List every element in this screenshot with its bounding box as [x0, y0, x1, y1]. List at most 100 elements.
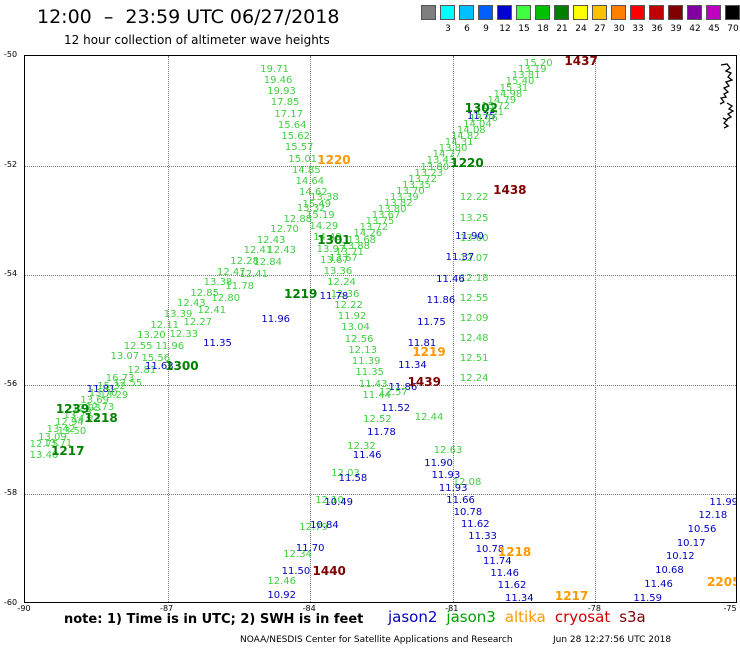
wave-height-value: 12.09	[459, 313, 489, 325]
wave-height-value: 13.75	[365, 216, 395, 228]
wave-height-value: 13.42	[46, 424, 76, 436]
wave-height-value: 10.78	[475, 543, 505, 555]
wave-height-value: 14.79	[487, 94, 517, 106]
scale-label: 3	[445, 24, 451, 34]
wave-height-value: 11.37	[445, 252, 475, 264]
wave-height-value: 13.46	[469, 112, 498, 124]
legend-entry: cryosat	[554, 608, 611, 626]
wave-height-value: 13.81	[511, 70, 541, 82]
wave-height-value: 13.80	[438, 143, 468, 155]
scale-label: 33	[632, 24, 644, 34]
wave-height-value: 11.96	[155, 341, 185, 353]
wave-height-value: 12.13	[348, 344, 377, 356]
wave-height-value: 13.88	[341, 240, 370, 252]
wave-height-value: 10.56	[687, 524, 717, 536]
pass-time-label: 1220	[450, 155, 484, 170]
wave-height-value: 14.98	[493, 88, 523, 100]
grid-line-lat	[25, 275, 736, 277]
scale-label: 45	[708, 24, 720, 34]
wave-height-value: 12.41	[239, 268, 269, 280]
scale-swatch	[478, 5, 493, 20]
wave-height-value: 13.70	[88, 387, 118, 399]
scale-swatch	[706, 5, 721, 20]
wave-height-value: 13.69	[80, 395, 110, 407]
wave-height-value: 11.58	[338, 473, 368, 485]
wave-height-value: 15.01	[288, 153, 318, 165]
wave-height-value: 16.73	[105, 373, 135, 385]
wave-height-value: 17.85	[270, 97, 300, 109]
wave-height-value: 13.82	[383, 198, 413, 210]
lat-tick-label: -56	[4, 378, 18, 388]
wave-height-value: 14.26	[353, 228, 383, 240]
wave-height-value: 11.93	[438, 482, 468, 494]
wave-height-value: 14.77	[432, 149, 462, 161]
wave-height-value: 12.22	[459, 192, 489, 204]
scale-swatch	[630, 5, 645, 20]
wave-height-value: 13.25	[459, 212, 489, 224]
scale-label: 42	[689, 24, 701, 34]
wave-height-value: 13.71	[335, 246, 364, 258]
pass-time-label: 1217	[554, 588, 589, 603]
scale-swatch	[459, 5, 474, 20]
pass-time-label: 1217	[51, 443, 85, 458]
satellite-legend: jason2 jason3 altika cryosat s3a	[388, 608, 655, 626]
wave-height-value: 12.44	[414, 411, 444, 423]
wave-height-value: 12.41	[243, 245, 273, 257]
pass-time-label: 1301	[317, 232, 351, 247]
map-plot-area: 11.75 19.71 19.46 19.93 17.85 17.17 15.64 15.62…	[24, 55, 737, 603]
wave-height-value: 13.97	[316, 243, 346, 255]
wave-height-value: 11.62	[460, 519, 490, 531]
scale-swatch	[516, 5, 531, 20]
wave-height-value: 13.80	[420, 161, 450, 173]
scale-swatch	[421, 5, 436, 20]
wave-height-value: 13.68	[347, 234, 377, 246]
wave-height-value: 13.38	[203, 277, 233, 289]
wave-height-value: 13.20	[137, 330, 166, 342]
wave-height-value: 13.36	[323, 266, 353, 278]
scale-swatch	[611, 5, 626, 20]
pass-time-label: 1239	[55, 402, 90, 417]
lat-tick-label: -52	[4, 159, 18, 169]
pass-time-label: 1439	[407, 375, 441, 390]
scale-label: 15	[518, 24, 530, 34]
wave-height-value: 12.27	[183, 317, 213, 329]
pass-time-label: 1220	[317, 153, 351, 168]
wave-height-value: 15.20	[524, 58, 553, 70]
grid-line-lon	[310, 56, 312, 602]
lat-tick-label: -60	[4, 598, 18, 607]
scale-label: 27	[594, 24, 606, 34]
wave-height-value: 13.51	[475, 106, 504, 118]
wave-height-value: 12.55	[459, 292, 489, 304]
pass-time-label: 1438	[493, 183, 527, 198]
wave-height-value: 11.86	[388, 381, 418, 393]
wave-height-value: 11.78	[367, 426, 396, 438]
wave-height-value: 11.44	[362, 389, 392, 401]
wave-height-value: 12.52	[363, 414, 392, 426]
wave-height-value: 19.46	[263, 74, 293, 86]
lon-tick-label: -87	[160, 604, 174, 613]
wave-height-value: 12.55	[123, 340, 153, 352]
scale-label: 30	[613, 24, 625, 34]
chart-subtitle: 12 hour collection of altimeter wave hei…	[64, 33, 330, 47]
wave-height-value: 13.80	[377, 204, 407, 216]
pass-time-label: 1218	[497, 544, 532, 559]
wave-height-value: 11.62	[497, 580, 527, 592]
wave-height-value: 12.32	[347, 441, 376, 453]
wave-height-value: 12.24	[327, 277, 356, 289]
grid-line-lat	[25, 384, 736, 386]
wave-height-value: 12.11	[150, 319, 180, 331]
scale-swatch	[497, 5, 512, 20]
wave-height-value: 10.12	[665, 551, 695, 563]
wave-height-value: 14.31	[444, 137, 474, 149]
chart-title: 12:00 – 23:59 UTC 06/27/2018	[37, 6, 340, 28]
legend-entry: jason2	[388, 608, 438, 626]
wave-height-value: 11.93	[431, 470, 461, 482]
wave-height-value: 15.56	[141, 353, 171, 365]
wave-height-value: 12.80	[211, 292, 241, 304]
pass-time-label: 1219	[283, 287, 318, 302]
wave-height-value: 12.43	[256, 234, 286, 246]
wave-height-value: 12.57	[379, 387, 408, 399]
wave-height-value: 13.39	[390, 191, 419, 203]
wave-height-value: 13.50	[57, 425, 87, 437]
footer-organization: NOAA/NESDIS Center for Satellite Applica…	[240, 635, 513, 645]
